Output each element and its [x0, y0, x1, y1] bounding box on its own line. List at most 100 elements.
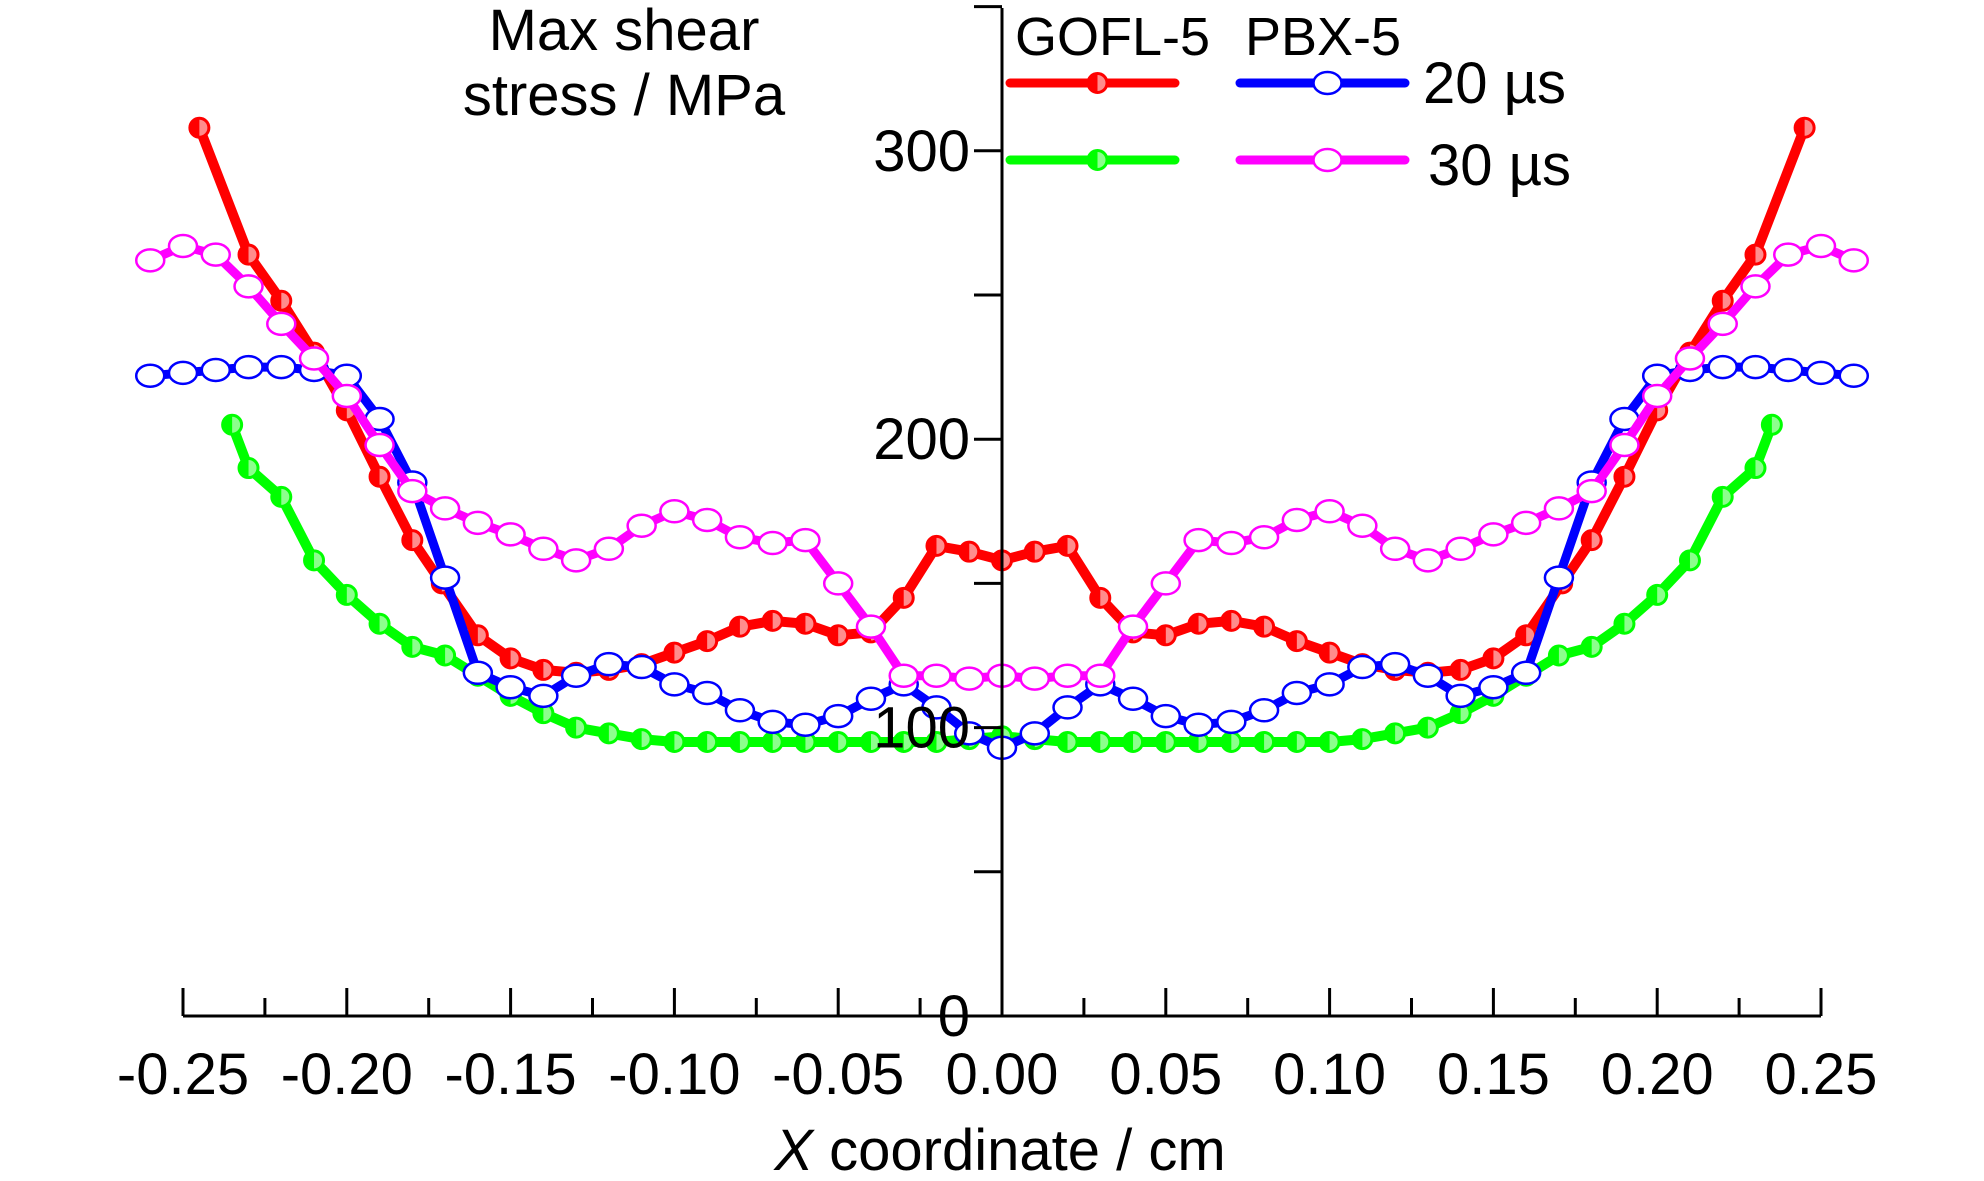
data-point — [659, 499, 690, 524]
y-tick-label: 0 — [938, 984, 970, 1049]
data-point-highlight — [379, 468, 388, 485]
data-point — [790, 527, 821, 553]
data-point — [1805, 233, 1837, 259]
data-point — [724, 525, 756, 550]
data-point — [1674, 346, 1706, 371]
data-point — [757, 530, 788, 556]
data-point-highlight — [1100, 589, 1109, 606]
data-point — [167, 360, 199, 386]
data-point-highlight — [805, 734, 814, 751]
y-tick-label: 100 — [873, 696, 970, 761]
data-point — [1744, 243, 1767, 266]
data-point-highlight — [1771, 416, 1780, 433]
data-point-highlight — [412, 532, 421, 549]
y-axis-title-line-2: stress / MPa — [463, 63, 786, 128]
data-point — [1347, 513, 1378, 538]
data-point — [1445, 536, 1476, 562]
data-point — [761, 609, 784, 632]
legend: GOFL-5 PBX-5 20 µs 30 µs — [1005, 7, 1571, 198]
legend-sample-marker — [1086, 72, 1109, 94]
data-point-highlight — [248, 460, 257, 477]
data-point — [1613, 465, 1636, 488]
data-point-highlight — [936, 537, 945, 554]
data-point — [368, 465, 391, 488]
data-point — [859, 731, 882, 754]
data-point-highlight — [903, 589, 912, 606]
data-point — [495, 522, 526, 547]
data-point-highlight — [739, 618, 748, 635]
data-point-highlight — [346, 586, 355, 603]
data-point-highlight — [1329, 734, 1338, 751]
data-point-highlight — [707, 734, 716, 751]
data-point — [1805, 360, 1837, 386]
data-point-highlight — [1755, 460, 1764, 477]
data-point — [1314, 499, 1345, 524]
data-point — [1052, 663, 1083, 688]
data-point — [1285, 731, 1308, 754]
legend-sample — [1005, 149, 1180, 171]
data-point-highlight — [1329, 644, 1338, 661]
data-point — [1089, 586, 1112, 609]
legend-sample-marker — [1086, 149, 1109, 171]
data-point-highlight — [1231, 734, 1240, 751]
legend-time-20us: 20 µs — [1423, 51, 1566, 116]
x-tick-label: -0.15 — [444, 1042, 576, 1107]
x-tick-label: -0.25 — [117, 1042, 249, 1107]
data-point — [1019, 721, 1051, 746]
data-point — [364, 432, 395, 458]
data-point — [822, 703, 854, 729]
data-point — [401, 635, 424, 658]
data-point — [953, 666, 985, 691]
data-point — [1609, 432, 1640, 458]
data-point-highlight — [641, 731, 650, 748]
data-point — [1416, 716, 1439, 739]
data-point-highlight — [1198, 734, 1207, 751]
data-point — [1711, 289, 1734, 312]
data-point — [270, 485, 293, 508]
data-point — [134, 363, 166, 389]
data-point — [1183, 712, 1214, 737]
data-point-highlight — [1362, 731, 1371, 748]
data-point — [663, 731, 686, 754]
y-tick-label: 300 — [873, 119, 970, 184]
data-point — [1220, 731, 1243, 754]
data-point — [1576, 478, 1607, 504]
data-point — [1449, 702, 1472, 725]
data-point-highlight — [838, 627, 847, 644]
data-point — [1314, 672, 1345, 697]
data-point-highlight — [1231, 612, 1240, 629]
data-point — [1117, 614, 1149, 639]
data-point-highlight — [1067, 537, 1076, 554]
legend-group-pbx5: PBX-5 — [1245, 7, 1401, 67]
data-point — [1285, 630, 1308, 653]
data-point — [1253, 615, 1276, 638]
data-point — [1150, 703, 1182, 729]
data-point-highlight — [1165, 627, 1174, 644]
data-point — [401, 529, 424, 552]
data-point — [1281, 680, 1313, 706]
data-point-highlight — [510, 650, 519, 667]
data-point — [1646, 583, 1669, 606]
data-point — [691, 507, 723, 533]
data-point — [1248, 698, 1280, 723]
data-point-highlight — [199, 119, 208, 136]
data-point — [1510, 510, 1542, 536]
data-point — [1122, 731, 1145, 754]
data-point — [1216, 530, 1247, 556]
data-point — [1379, 536, 1411, 562]
data-point-highlight — [1591, 532, 1600, 549]
data-point — [1384, 722, 1407, 745]
data-point — [560, 548, 592, 573]
data-point — [1248, 525, 1280, 550]
data-point — [1023, 540, 1046, 563]
data-point-highlight — [1198, 615, 1207, 632]
data-point — [1412, 548, 1444, 573]
data-point-highlight — [805, 615, 814, 632]
data-point-highlight — [674, 734, 683, 751]
x-tick-label: 0.00 — [946, 1042, 1059, 1107]
data-point-highlight — [1722, 292, 1731, 309]
x-axis-title: X coordinate / cm — [772, 1118, 1225, 1181]
data-point-highlight — [1657, 586, 1666, 603]
legend-sample — [1235, 70, 1410, 96]
